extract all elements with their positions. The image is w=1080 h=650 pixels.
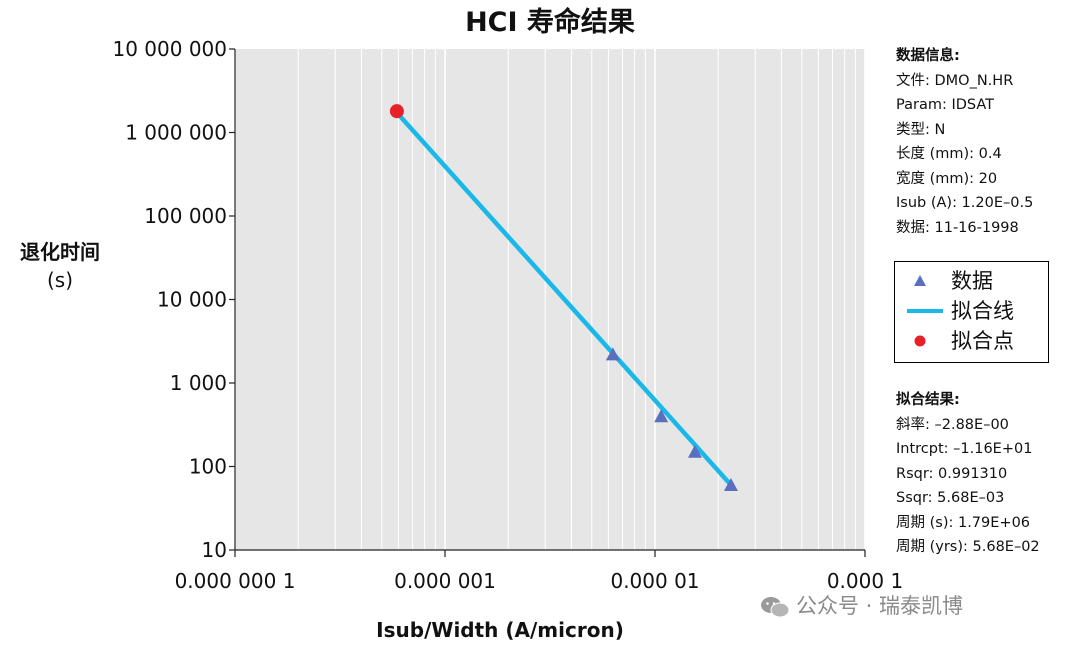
data-point-triangle [723,478,738,492]
data-info-line: 文件: DMO_N.HR [896,72,1014,89]
data-info-line: Param: IDSAT [896,97,995,113]
fit-line [396,112,733,487]
legend-item-fit-point: 拟合点 [895,326,1048,356]
fit-point-marker [389,104,404,119]
y-tick-label: 10 000 000 [112,37,227,61]
chart-title: HCI 寿命结果 [465,7,635,38]
triangle-icon [914,275,926,286]
legend-label: 拟合点 [951,329,1014,353]
fit-results-panel: 拟合结果: 斜率: –2.88E–00 Intrcpt: –1.16E+01 R… [896,388,1040,560]
watermark-text: 公众号 · 瑞泰凯博 [796,594,964,618]
data-info-line: 数据: 11-16-1998 [896,219,1019,236]
legend-label: 数据 [951,269,993,293]
fit-result-line: Rsqr: 0.991310 [896,465,1008,482]
line-icon [907,309,943,313]
y-axis-label: 退化时间 (s) [4,238,116,294]
fit-results-heading: 拟合结果: [896,392,960,408]
data-info-panel: 数据信息: 文件: DMO_N.HR Param: IDSAT 类型: N 长度… [896,44,1033,240]
legend: 数据 拟合线 拟合点 [894,261,1049,363]
y-axis-label-unit: (s) [46,268,74,292]
data-point-triangle [687,444,702,458]
y-tick-label: 100 000 [144,204,227,228]
y-tick-label: 1 000 000 [125,121,227,145]
y-tick-label: 1 000 [170,371,227,395]
data-info-line: 宽度 (mm): 20 [896,170,998,187]
data-point-triangle [654,409,669,423]
y-axis-label-text: 退化时间 [20,240,100,264]
fit-result-line: Intrcpt: –1.16E+01 [896,441,1033,457]
wechat-icon [761,597,790,618]
y-tick-label: 10 000 [157,288,227,312]
data-info-heading: 数据信息: [896,48,960,64]
x-tick-label: 0.000 01 [610,569,699,593]
legend-label: 拟合线 [951,299,1014,323]
x-tick-label: 0.000 1 [827,569,903,593]
y-tick-label: 10 [202,538,227,562]
fit-result-line: Ssqr: 5.68E–03 [896,490,1005,506]
legend-item-fit-line: 拟合线 [895,296,1048,326]
x-axis-label: Isub/Width (A/micron) [376,618,624,642]
y-tick-label: 100 [189,455,227,479]
data-info-line: 类型: N [896,121,946,138]
x-tick-label: 0.000 000 1 [175,569,296,593]
data-point-triangle [605,347,620,361]
fit-result-line: 斜率: –2.88E–00 [896,416,1009,433]
plot-area [235,49,865,550]
circle-icon [914,335,926,347]
data-info-line: Isub (A): 1.20E–0.5 [896,195,1034,211]
watermark: 公众号 · 瑞泰凯博 [760,590,963,620]
fit-result-line: 周期 (s): 1.79E+06 [896,514,1031,531]
legend-item-data: 数据 [895,266,1048,296]
x-tick-label: 0.000 001 [394,569,496,593]
data-info-line: 长度 (mm): 0.4 [896,146,1002,162]
fit-result-line: 周期 (yrs): 5.68E–02 [896,539,1040,555]
